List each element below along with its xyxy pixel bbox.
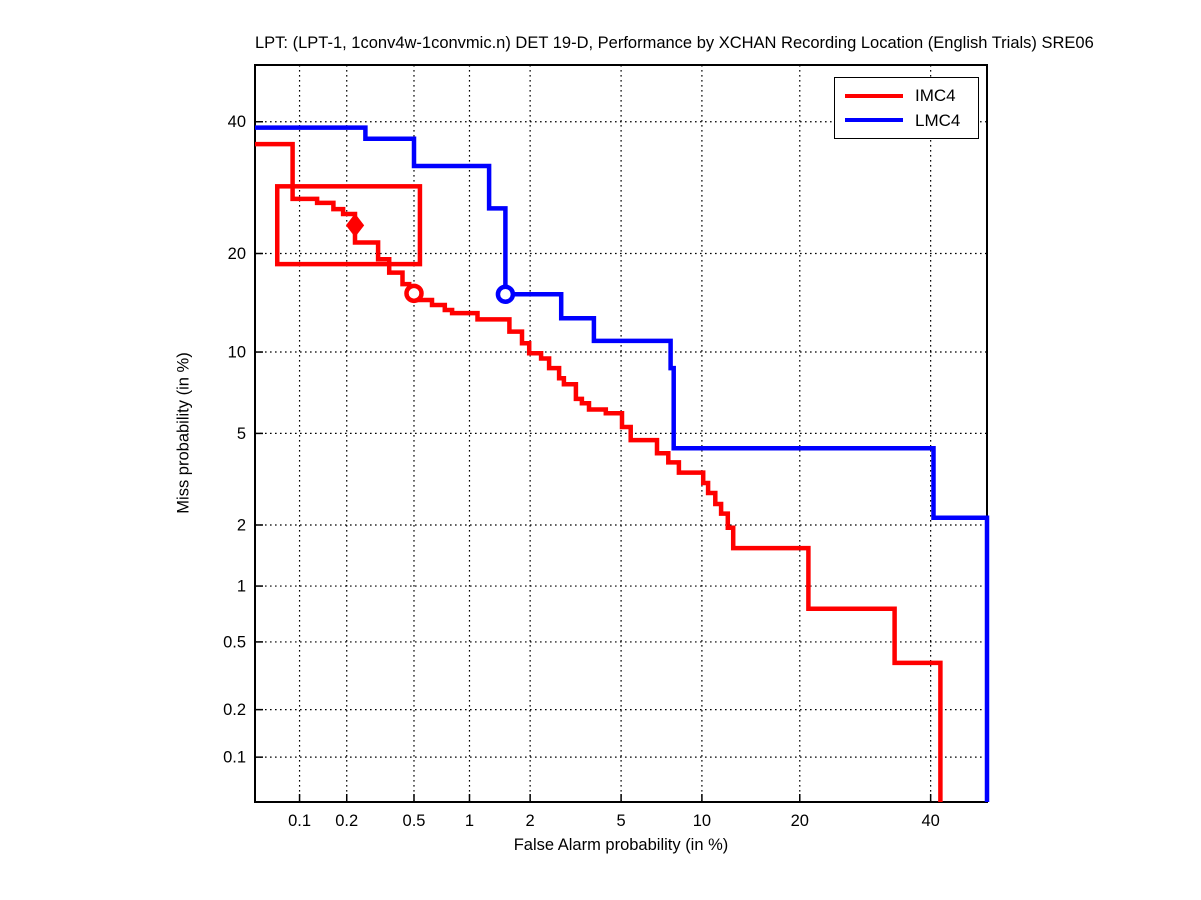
y-tick-label: 20 (228, 245, 246, 263)
x-tick-label: 0.2 (335, 812, 358, 830)
y-tick-label: 0.1 (223, 749, 246, 767)
legend-item-imc4: IMC4 (845, 87, 968, 104)
y-tick-label: 40 (228, 113, 246, 131)
legend: IMC4 LMC4 (834, 77, 979, 139)
det-curve-lmc4 (255, 125, 990, 802)
x-axis-label: False Alarm probability (in %) (513, 836, 729, 854)
x-tick-label: 5 (616, 812, 625, 830)
highlight-box (274, 184, 423, 267)
y-tick-label: 0.5 (223, 633, 246, 651)
x-tick-label: 0.1 (288, 812, 311, 830)
chart-title: LPT: (LPT-1, 1conv4w-1convmic.n) DET 19-… (255, 34, 1094, 52)
x-tick-label: 10 (693, 812, 711, 830)
x-tick-label: 0.5 (403, 812, 426, 830)
x-tick-label: 40 (921, 812, 939, 830)
legend-label-imc4: IMC4 (915, 86, 956, 106)
y-tick-label: 2 (237, 516, 246, 534)
legend-swatch-lmc4 (845, 117, 903, 123)
legend-label-lmc4: LMC4 (915, 110, 961, 130)
marker-circle-lmc4 (495, 284, 516, 305)
marker-diamond-imc4 (345, 213, 365, 238)
y-tick-label: 1 (237, 578, 246, 596)
x-tick-label: 2 (526, 812, 535, 830)
y-tick-label: 5 (237, 425, 246, 443)
x-tick-label: 20 (791, 812, 809, 830)
y-tick-label: 0.2 (223, 701, 246, 719)
det-curve-imc4 (255, 141, 943, 802)
y-tick-label: 10 (228, 344, 246, 362)
y-axis-label: Miss probability (in %) (174, 352, 193, 514)
legend-swatch-imc4 (845, 93, 903, 99)
marker-circle-imc4 (404, 283, 424, 304)
x-tick-label: 1 (465, 812, 474, 830)
legend-item-lmc4: LMC4 (845, 112, 968, 129)
